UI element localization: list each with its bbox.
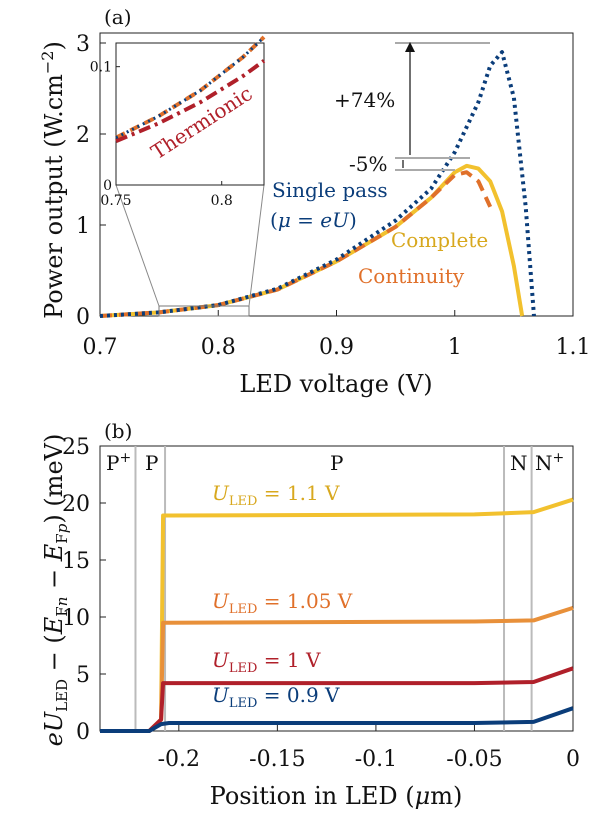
inset-y-tick-label: 0	[103, 178, 112, 194]
inset-series	[115, 35, 266, 144]
inset: 0.75 0.800.1 Thermionic	[90, 35, 266, 209]
y-tick-label: 0	[76, 720, 90, 745]
label-complete: Complete	[391, 228, 488, 252]
panel-b-ylabel: eULED − (EFn − EFp) (meV)	[40, 434, 71, 747]
x-tick-label: 1.1	[556, 335, 591, 360]
y-tick-label: 15	[62, 549, 90, 574]
x-tick-label: 0	[566, 747, 580, 772]
x-tick-label: 0.7	[83, 335, 118, 360]
increase-arrowhead	[405, 42, 415, 52]
region-n: N	[510, 451, 528, 475]
panel-a-ticks: 0.7 0.8 0.9 1 1.1 0 1 2 3	[76, 32, 591, 360]
inset-y-tick-label: 0.1	[90, 60, 112, 76]
label-u-0-9: ULED = 0.9 V	[212, 683, 340, 711]
region-p-plus-left: P+	[106, 450, 131, 475]
annotation-minus: -5%	[349, 152, 388, 176]
zoom-connector-left	[115, 184, 160, 307]
x-tick-label: 0.8	[201, 335, 236, 360]
panel-b-label: (b)	[104, 419, 132, 443]
x-tick-label: -0.2	[158, 747, 200, 772]
inset-ticks: 0.75 0.8 0 0.1	[90, 60, 233, 209]
y-tick-label: 20	[62, 492, 90, 517]
panel-b-frame	[99, 445, 574, 732]
x-tick-label: -0.1	[355, 747, 397, 772]
panel-a: (a) 0.7 0.8 0.9 1 1.1 0 1 2 3 LED voltage (V) Po…	[38, 5, 591, 398]
label-u-1: ULED = 1 V	[212, 648, 321, 676]
y-tick-label: 25	[62, 435, 90, 460]
x-tick-label: 1	[448, 335, 462, 360]
panel-a-label: (a)	[104, 5, 132, 29]
zoom-region	[158, 305, 250, 317]
inset-series-thermionic	[115, 59, 266, 144]
label-single-pass-mu: (μ = eU)	[270, 208, 357, 232]
region-p-center: P	[330, 451, 343, 475]
inset-x-tick-label: 0.8	[211, 193, 233, 209]
y-tick-label: 3	[76, 32, 90, 57]
series-0-9v	[100, 706, 574, 733]
panel-b-ticks: -0.2 -0.15 -0.1 -0.05 0 0 5 10 15 20 25	[62, 435, 580, 772]
region-n-plus: N+	[535, 450, 564, 475]
label-u-1-05: ULED = 1.05 V	[212, 589, 353, 617]
panel-b: (b) -0.2 -0.15 -0.1 -0.05 0 0 5 10 15 20 25 P+ P P…	[40, 419, 580, 810]
inset-frame	[115, 42, 265, 186]
panel-a-ylabel: Power output (W.cm−2)	[38, 41, 68, 319]
panel-a-xlabel: LED voltage (V)	[239, 370, 432, 398]
y-tick-label: 0	[76, 305, 90, 330]
x-tick-label: -0.15	[249, 747, 305, 772]
y-tick-label: 1	[76, 214, 90, 239]
annotation-plus: +74%	[334, 88, 395, 112]
inset-series-single	[115, 35, 266, 140]
x-tick-label: 0.9	[319, 335, 354, 360]
label-continuity: Continuity	[358, 264, 465, 288]
panel-b-xlabel: Position in LED (μm)	[210, 782, 463, 810]
zoom-connector-right	[248, 184, 265, 307]
label-single-pass: Single pass	[272, 178, 388, 202]
y-tick-label: 2	[76, 123, 90, 148]
y-tick-label: 10	[62, 606, 90, 631]
label-u-1-1: ULED = 1.1 V	[212, 481, 340, 509]
panel-b-series	[100, 497, 574, 733]
region-p-left: P	[145, 451, 158, 475]
inset-x-tick-label: 0.75	[100, 193, 131, 209]
x-tick-label: -0.05	[446, 747, 502, 772]
y-tick-label: 5	[76, 663, 90, 688]
series-1-05v	[100, 605, 574, 733]
